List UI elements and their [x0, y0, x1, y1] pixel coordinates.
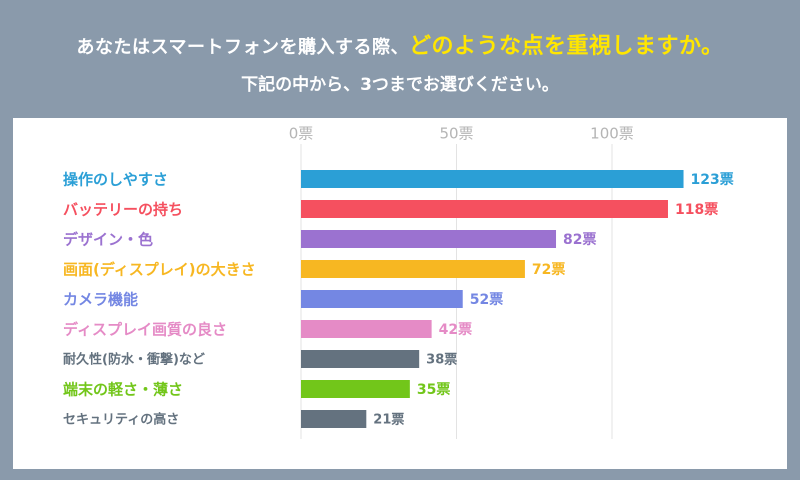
category-label: カメラ機能	[63, 291, 138, 309]
category-label: バッテリーの持ち	[63, 201, 183, 219]
instruction-text: 下記の中から、3つまでお選びください。	[241, 75, 559, 95]
category-label: 操作のしやすさ	[63, 171, 168, 189]
category-label: ディスプレイ画質の良さ	[63, 321, 227, 339]
value-label: 42票	[439, 322, 472, 338]
bar	[301, 260, 525, 278]
tick-label: 100票	[590, 125, 634, 143]
category-label: 端末の軽さ・薄さ	[63, 381, 183, 399]
value-label: 35票	[417, 382, 450, 398]
category-label: デザイン・色	[63, 231, 153, 249]
tick-label: 50票	[439, 125, 473, 143]
tick-label: 0票	[289, 125, 314, 143]
value-label: 123票	[691, 172, 734, 188]
category-label: セキュリティの高さ	[63, 412, 179, 428]
question-header: あなたはスマートフォンを購入する際、どのような点を重視しますか。 下記の中から、…	[0, 0, 800, 118]
bar	[301, 410, 367, 428]
question-prefix: あなたはスマートフォンを購入する際、	[76, 37, 409, 58]
question-highlight: どのような点を重視しますか。	[408, 34, 724, 59]
bar	[301, 170, 684, 188]
bar	[301, 290, 463, 308]
category-label: 画面(ディスプレイ)の大きさ	[63, 261, 256, 279]
bar	[301, 350, 420, 368]
value-label: 118票	[675, 202, 718, 218]
value-label: 38票	[426, 352, 457, 368]
value-label: 72票	[532, 262, 565, 278]
question-text: あなたはスマートフォンを購入する際、どのような点を重視しますか。	[0, 28, 800, 60]
value-label: 52票	[470, 292, 503, 308]
bar	[301, 200, 668, 218]
chart-panel: 0票 50票 100票操作のしやすさ 123票バッテリーの持ち 118票デザイン・色 82…	[13, 118, 787, 469]
category-label: 耐久性(防水・衝撃)など	[63, 352, 205, 368]
bar	[301, 230, 557, 248]
bar	[301, 320, 432, 338]
value-label: 21票	[373, 412, 404, 428]
value-label: 82票	[563, 232, 596, 248]
bar	[301, 380, 410, 398]
